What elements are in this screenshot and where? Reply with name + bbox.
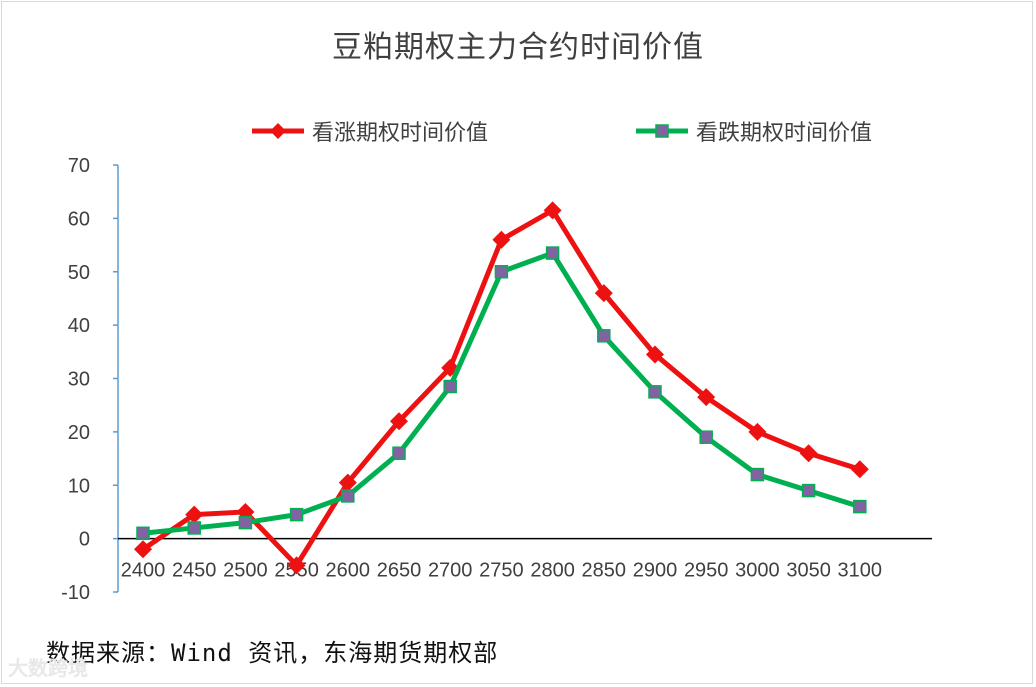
- legend-call: 看涨期权时间价值: [250, 116, 488, 146]
- x-tick-label: 2950: [684, 560, 729, 582]
- x-tick-label: 3000: [735, 560, 780, 582]
- call-point: [287, 556, 306, 575]
- put-point: [494, 265, 509, 279]
- call-point: [390, 412, 408, 431]
- call-point: [134, 540, 152, 559]
- x-tick-label: 2800: [530, 560, 575, 582]
- source-note: 数据来源：Wind 资讯，东海期货期权部: [46, 639, 499, 667]
- call-point: [646, 345, 664, 364]
- y-tick-label: 0: [79, 529, 90, 551]
- legend-call-marker: [252, 123, 304, 139]
- series-line-1: [142, 250, 861, 536]
- put-point: [289, 507, 304, 522]
- x-tick-label: 2850: [582, 560, 627, 582]
- legend-put-label: 看跌期权时间价值: [696, 121, 873, 146]
- put-point: [597, 329, 611, 343]
- call-point: [543, 201, 562, 220]
- put-point: [648, 385, 662, 399]
- y-tick-label: -10: [61, 582, 90, 604]
- put-point: [341, 489, 355, 503]
- x-tick-label: 2650: [377, 560, 422, 582]
- legend-put: 看跌期权时间价值: [634, 116, 872, 146]
- chart-title: 豆粕期权主力合约时间价值: [332, 30, 704, 65]
- legend-call-label: 看涨期权时间价值: [312, 121, 489, 146]
- x-tick-label: 2900: [633, 560, 678, 582]
- put-point: [136, 526, 150, 541]
- watermark: 大数跨境: [8, 656, 88, 680]
- put-point: [801, 483, 816, 498]
- put-point: [545, 246, 560, 260]
- x-tick-label: 2450: [172, 560, 217, 582]
- legend-put-marker: [636, 124, 688, 138]
- x-tick-label: 2700: [428, 560, 473, 582]
- y-tick-label: 30: [68, 369, 90, 391]
- x-tick-label: 2500: [223, 560, 268, 582]
- call-point: [799, 444, 818, 463]
- y-tick-label: 10: [68, 475, 90, 497]
- call-point: [850, 460, 869, 479]
- put-point: [187, 521, 201, 535]
- x-tick-label: 2400: [121, 560, 166, 582]
- x-tick-label: 3050: [786, 560, 831, 582]
- call-point: [594, 284, 613, 303]
- put-point: [238, 515, 253, 530]
- y-tick-label: 50: [68, 262, 90, 284]
- y-tick-label: 70: [68, 155, 90, 177]
- y-tick-label: 60: [68, 208, 90, 230]
- put-point: [443, 379, 457, 394]
- put-point: [853, 499, 867, 514]
- x-tick-label: 2750: [479, 560, 524, 582]
- call-point: [492, 230, 511, 249]
- y-tick-label: 40: [68, 315, 90, 337]
- call-point: [185, 505, 204, 524]
- call-point: [338, 473, 357, 492]
- call-point: [748, 422, 767, 441]
- x-tick-label: 2600: [326, 560, 371, 582]
- put-point: [750, 467, 765, 482]
- put-point: [392, 446, 406, 460]
- y-tick-label: 20: [68, 422, 90, 444]
- x-tick-label: 3100: [838, 560, 883, 582]
- put-point: [699, 430, 713, 444]
- call-point: [697, 388, 716, 407]
